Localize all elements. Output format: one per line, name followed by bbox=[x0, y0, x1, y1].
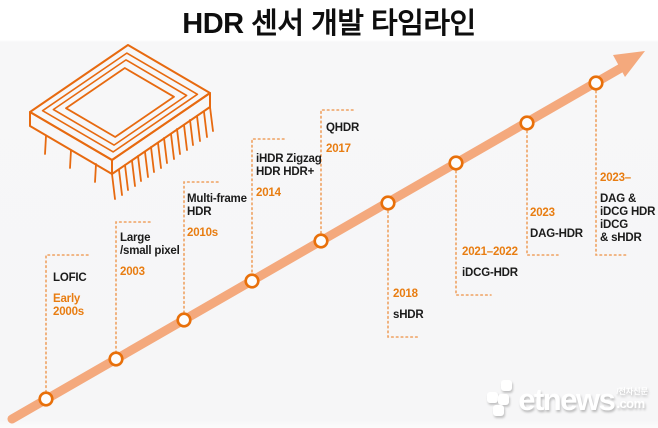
milestone-label-large-small-pixel: Large /small pixel 2003 bbox=[120, 232, 180, 279]
page-title: HDR 센서 개발 타임라인 bbox=[182, 8, 476, 40]
timeline-node bbox=[244, 273, 260, 289]
milestone-label-multi-frame-hdr: Multi-frame HDR 2010s bbox=[187, 193, 247, 240]
milestone-name: sHDR bbox=[393, 309, 424, 322]
milestone-name: LOFIC bbox=[53, 272, 87, 284]
chip-die-window bbox=[65, 67, 175, 138]
milestone-label-idcg-hdr: 2021–2022 iDCG-HDR bbox=[462, 246, 518, 280]
milestone-connectors-above bbox=[45, 109, 354, 392]
milestone-name: iHDR Zigzag HDR HDR+ bbox=[256, 153, 322, 179]
chip-top-face bbox=[29, 44, 211, 161]
milestone-label-ihdr-zigzag: iHDR Zigzag HDR HDR+ 2014 bbox=[256, 153, 322, 200]
milestone-connectors-below bbox=[387, 90, 629, 338]
milestone-date: 2021–2022 bbox=[462, 246, 518, 258]
milestone-label-lofic: LOFIC Early 2000s bbox=[53, 272, 87, 319]
milestone-label-dag-idcg-combo: 2023– DAG & iDCG HDR iDCG & sHDR bbox=[600, 172, 655, 246]
milestone-date: 2017 bbox=[326, 143, 351, 156]
milestone-date: 2003 bbox=[120, 266, 145, 279]
milestone-date: 2014 bbox=[256, 187, 281, 200]
timeline-arrowhead-icon bbox=[613, 51, 645, 77]
timeline-node bbox=[108, 351, 124, 367]
timeline-node bbox=[519, 115, 535, 131]
milestone-date: 2023– bbox=[600, 172, 631, 184]
timeline-node bbox=[448, 155, 464, 171]
milestone-label-shdr: 2018 sHDR bbox=[393, 288, 424, 322]
timeline-node bbox=[588, 75, 604, 91]
milestone-name: DAG & iDCG HDR iDCG & sHDR bbox=[600, 193, 656, 245]
etnews-watermark: etnews /전자신문 .com bbox=[485, 378, 648, 416]
timeline-node bbox=[380, 195, 396, 211]
timeline-node bbox=[176, 312, 192, 328]
etnews-logo-icon bbox=[485, 378, 515, 416]
milestone-date: 2010s bbox=[187, 227, 218, 240]
timeline-node bbox=[313, 233, 329, 249]
milestone-name: QHDR bbox=[326, 122, 360, 134]
timeline-nodes bbox=[38, 75, 604, 407]
milestone-name: Large /small pixel bbox=[120, 232, 180, 258]
image-sensor-chip-icon bbox=[29, 44, 214, 200]
milestone-label-dag-hdr: 2023 DAG-HDR bbox=[530, 207, 583, 241]
milestone-name: DAG-HDR bbox=[530, 228, 583, 241]
timeline-node bbox=[38, 391, 54, 407]
milestone-name: iDCG-HDR bbox=[462, 267, 518, 280]
chip-pins bbox=[44, 106, 214, 200]
milestone-name: Multi-frame HDR bbox=[187, 193, 247, 219]
etnews-tld-text: .com bbox=[616, 395, 645, 411]
milestone-date: 2018 bbox=[393, 288, 418, 300]
etnews-korean-caption: /전자신문 bbox=[616, 387, 648, 396]
etnews-brand-text: etnews bbox=[518, 382, 616, 417]
milestone-date: 2023 bbox=[530, 207, 555, 219]
milestone-label-qhdr: QHDR 2017 bbox=[326, 122, 359, 156]
milestone-date: Early 2000s bbox=[53, 293, 84, 319]
